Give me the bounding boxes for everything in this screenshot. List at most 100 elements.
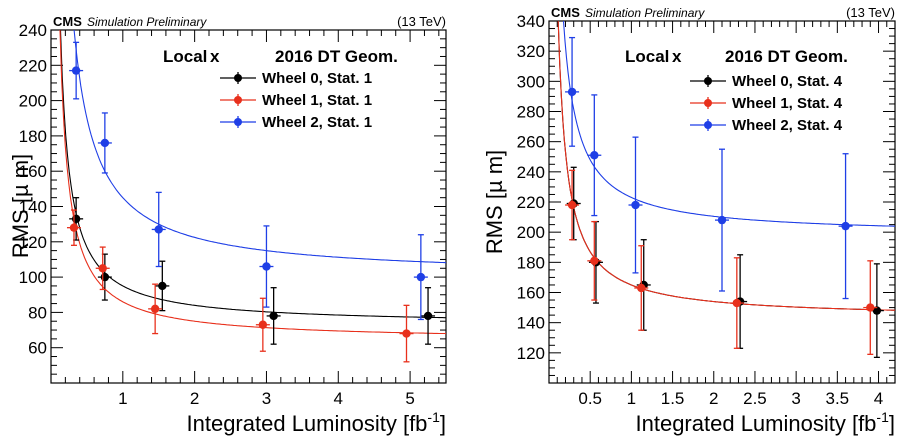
data-point-series-1 — [567, 200, 577, 210]
header-status: Simulation Preliminary — [585, 6, 705, 20]
data-point-series-2 — [590, 151, 599, 160]
legend-marker — [234, 96, 242, 104]
plot-frame — [50, 29, 447, 384]
y-tick-label: 320 — [517, 42, 545, 61]
y-tick-label: 200 — [19, 92, 47, 111]
x-axis-title-end: ] — [889, 411, 895, 436]
fit-curve-series-1 — [557, 20, 895, 311]
y-tick-label: 120 — [19, 233, 47, 252]
legend-label: Wheel 0, Stat. 1 — [262, 70, 372, 87]
data-point-series-1 — [732, 298, 742, 308]
x-tick-label: 1 — [118, 389, 127, 408]
y-axis-title: RMS [µ m] — [8, 154, 33, 258]
data-point-series-2 — [71, 66, 81, 75]
data-point-series-1 — [402, 329, 411, 338]
data-point-series-2 — [416, 272, 426, 282]
y-tick-label: 80 — [28, 303, 47, 322]
y-tick-label: 160 — [517, 284, 545, 303]
y-tick-label: 240 — [517, 163, 545, 182]
x-axis-title: Integrated Luminosity [fb-1] — [187, 409, 447, 436]
x-tick-label: 5 — [405, 389, 414, 408]
y-tick-label: 340 — [517, 12, 545, 31]
chart-panel-left: 60 80 100 120 140 160 180 200 220 240 1 2 3 4 5 CMS Simu… — [8, 14, 447, 436]
y-tick-label: 240 — [19, 21, 47, 40]
annotation-variable: x — [210, 47, 220, 66]
x-axis-title-sup: -1 — [876, 409, 889, 425]
header-experiment: CMS — [551, 5, 580, 20]
y-tick-label: 280 — [517, 103, 545, 122]
data-point-series-0 — [71, 214, 81, 224]
legend-label: Wheel 2, Stat. 1 — [262, 114, 372, 131]
x-tick-label: 3 — [262, 389, 271, 408]
x-tick-label: 2 — [709, 389, 718, 408]
data-point-series-2 — [100, 138, 110, 148]
legend-marker — [234, 74, 242, 82]
y-tick-label: 260 — [517, 133, 545, 152]
y-tick-label: 100 — [19, 268, 47, 287]
x-axis-title-sup: -1 — [427, 409, 440, 425]
data-point-series-2 — [631, 200, 640, 210]
x-axis-title-end: ] — [440, 411, 446, 436]
x-axis-title-main: Integrated Luminosity [fb — [636, 411, 877, 436]
header-energy: (13 TeV) — [397, 14, 446, 29]
x-tick-label: 0.5 — [578, 389, 602, 408]
y-tick-label: 200 — [517, 223, 545, 242]
data-point-series-2 — [567, 87, 577, 97]
fit-curve-series-1 — [59, 29, 447, 335]
legend-marker — [704, 99, 712, 107]
data-point-series-0 — [100, 272, 110, 282]
data-point-series-0 — [158, 281, 167, 291]
x-tick-label: 2.5 — [743, 389, 767, 408]
x-tick-label: 1 — [627, 389, 636, 408]
y-tick-label: 60 — [28, 339, 47, 358]
data-point-series-0 — [423, 311, 433, 321]
x-tick-label: 3 — [791, 389, 800, 408]
y-tick-label: 180 — [517, 253, 545, 272]
legend-marker — [234, 118, 242, 126]
annotation-geometry: 2016 DT Geom. — [725, 47, 848, 66]
annotation-local: Local — [625, 47, 669, 66]
legend-label: Wheel 2, Stat. 4 — [732, 117, 843, 134]
y-tick-label: 180 — [19, 127, 47, 146]
legend-label: Wheel 1, Stat. 1 — [262, 92, 372, 109]
y-tick-label: 300 — [517, 72, 545, 91]
x-tick-label: 4 — [334, 389, 343, 408]
header-experiment: CMS — [53, 14, 82, 29]
annotation-geometry: 2016 DT Geom. — [275, 47, 398, 66]
y-tick-label: 220 — [19, 56, 47, 75]
data-point-series-2 — [262, 262, 271, 271]
annotation-variable: x — [672, 47, 682, 66]
fit-curve-series-0 — [59, 29, 446, 319]
legend-marker — [704, 121, 712, 129]
data-point-series-0 — [269, 311, 278, 321]
legend-marker — [704, 77, 712, 85]
data-point-series-2 — [841, 221, 850, 231]
header-status: Simulation Preliminary — [87, 15, 207, 29]
y-tick-label: 160 — [19, 162, 47, 181]
fit-curve-series-2 — [562, 20, 895, 227]
x-tick-label: 4 — [874, 389, 883, 408]
data-point-series-1 — [258, 320, 268, 329]
x-tick-label: 2 — [190, 389, 199, 408]
y-tick-label: 140 — [517, 314, 545, 333]
data-point-series-1 — [590, 256, 599, 266]
data-point-series-2 — [717, 215, 727, 225]
chart-panel-right: 120 140 160 180 200 220 240 260 280 300 320 340 0.5 1… — [482, 5, 896, 436]
data-point-series-1 — [866, 303, 875, 312]
data-point-series-2 — [154, 225, 163, 234]
legend-label: Wheel 0, Stat. 4 — [732, 73, 843, 90]
header-energy: (13 TeV) — [846, 5, 895, 20]
y-tick-label: 140 — [19, 198, 47, 217]
data-point-series-1 — [69, 223, 79, 232]
fit-curve-series-2 — [73, 29, 447, 264]
data-point-series-0 — [872, 306, 882, 315]
x-axis-title: Integrated Luminosity [fb-1] — [636, 409, 896, 436]
annotation-local: Local — [163, 47, 207, 66]
legend-label: Wheel 1, Stat. 4 — [732, 95, 843, 112]
y-tick-label: 220 — [517, 193, 545, 212]
data-point-series-1 — [98, 264, 107, 273]
y-axis-title: RMS [µ m] — [482, 150, 507, 254]
y-tick-label: 120 — [517, 344, 545, 363]
x-tick-label: 3.5 — [826, 389, 850, 408]
